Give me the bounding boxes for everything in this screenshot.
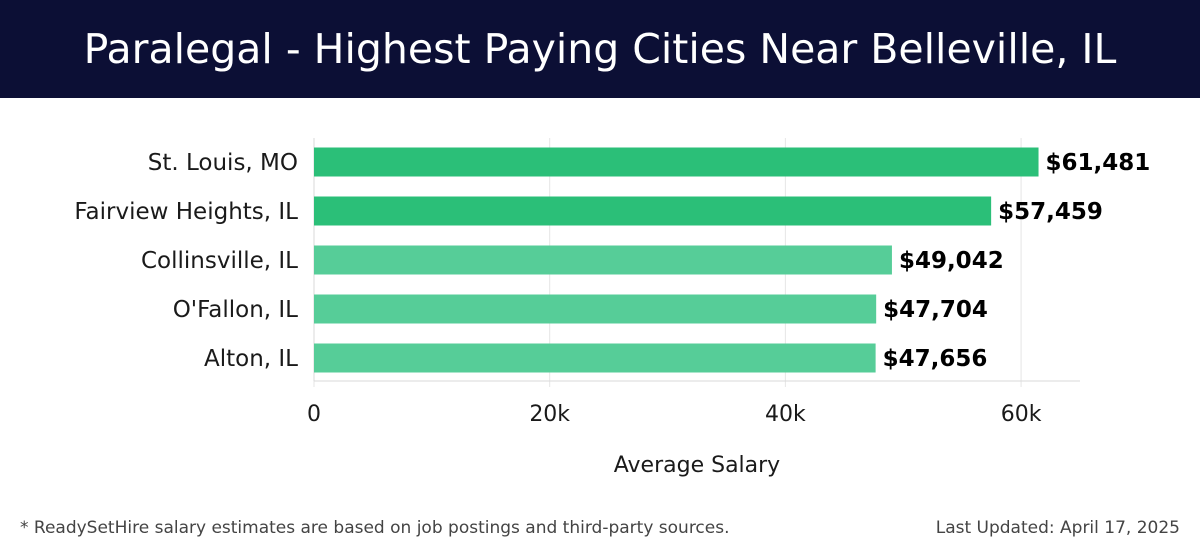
x-tick-label: 0 bbox=[307, 402, 321, 427]
x-axis-title: Average Salary bbox=[614, 453, 780, 478]
category-label: O'Fallon, IL bbox=[173, 297, 298, 323]
value-label: $47,704 bbox=[883, 297, 988, 323]
category-label: Alton, IL bbox=[204, 346, 298, 372]
value-label: $47,656 bbox=[883, 346, 988, 372]
x-tick-label: 40k bbox=[765, 402, 806, 427]
bar-chart: St. Louis, MO $61,481 Fairview Heights, IL… bbox=[74, 138, 1151, 478]
value-label: $57,459 bbox=[998, 199, 1103, 225]
category-label: Fairview Heights, IL bbox=[74, 199, 298, 225]
last-updated: Last Updated: April 17, 2025 bbox=[935, 518, 1180, 538]
title-banner: Paralegal - Highest Paying Cities Near B… bbox=[0, 0, 1200, 98]
bar bbox=[314, 294, 877, 324]
x-tick-label: 60k bbox=[1001, 402, 1042, 427]
value-label: $61,481 bbox=[1046, 150, 1151, 176]
footnote: * ReadySetHire salary estimates are base… bbox=[20, 518, 730, 538]
bar bbox=[314, 147, 1039, 177]
category-label: St. Louis, MO bbox=[148, 150, 298, 176]
category-label: Collinsville, IL bbox=[141, 248, 298, 274]
value-label: $49,042 bbox=[899, 248, 1004, 274]
bar bbox=[314, 343, 876, 373]
chart-title: Paralegal - Highest Paying Cities Near B… bbox=[83, 25, 1117, 73]
bar bbox=[314, 245, 892, 275]
bar bbox=[314, 196, 992, 226]
x-tick-label: 20k bbox=[529, 402, 570, 427]
